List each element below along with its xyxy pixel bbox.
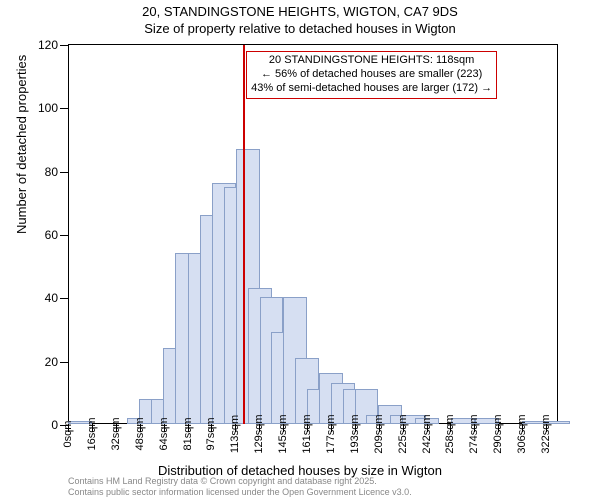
x-tick-label: 97sqm bbox=[205, 417, 217, 450]
footer-line2: Contains public sector information licen… bbox=[68, 487, 412, 498]
y-tick-label: 80 bbox=[45, 165, 58, 179]
x-tick-label: 306sqm bbox=[516, 414, 528, 453]
y-tick bbox=[60, 172, 68, 173]
x-tick-label: 48sqm bbox=[134, 417, 146, 450]
annotation-line: 43% of semi-detached houses are larger (… bbox=[251, 82, 492, 96]
y-tick bbox=[60, 235, 68, 236]
y-tick-label: 120 bbox=[38, 38, 58, 52]
plot-area: 20 STANDINGSTONE HEIGHTS: 118sqm← 56% of… bbox=[68, 44, 558, 424]
x-tick-label: 81sqm bbox=[182, 417, 194, 450]
x-tick-label: 129sqm bbox=[253, 414, 265, 453]
footer-attribution: Contains HM Land Registry data © Crown c… bbox=[68, 476, 412, 498]
y-tick-label: 0 bbox=[51, 418, 58, 432]
title-line2: Size of property relative to detached ho… bbox=[0, 21, 600, 38]
y-tick-label: 60 bbox=[45, 228, 58, 242]
x-tick-label: 145sqm bbox=[277, 414, 289, 453]
x-tick-label: 242sqm bbox=[421, 414, 433, 453]
reference-line bbox=[243, 45, 245, 424]
x-tick-label: 64sqm bbox=[158, 417, 170, 450]
y-tick bbox=[60, 298, 68, 299]
x-tick-label: 0sqm bbox=[62, 421, 74, 448]
bars-container: 20 STANDINGSTONE HEIGHTS: 118sqm← 56% of… bbox=[68, 45, 557, 424]
footer-line1: Contains HM Land Registry data © Crown c… bbox=[68, 476, 412, 487]
y-tick-label: 20 bbox=[45, 355, 58, 369]
title-line1: 20, STANDINGSTONE HEIGHTS, WIGTON, CA7 9… bbox=[0, 4, 600, 21]
chart-title: 20, STANDINGSTONE HEIGHTS, WIGTON, CA7 9… bbox=[0, 0, 600, 38]
x-tick-label: 193sqm bbox=[349, 414, 361, 453]
y-tick bbox=[60, 362, 68, 363]
y-tick bbox=[60, 108, 68, 109]
x-tick-label: 177sqm bbox=[325, 414, 337, 453]
x-tick-label: 161sqm bbox=[301, 414, 313, 453]
y-tick-label: 40 bbox=[45, 291, 58, 305]
x-tick-label: 274sqm bbox=[468, 414, 480, 453]
y-tick-label: 100 bbox=[38, 101, 58, 115]
y-axis-label: Number of detached properties bbox=[14, 55, 29, 234]
x-tick-label: 209sqm bbox=[373, 414, 385, 453]
x-tick-label: 225sqm bbox=[397, 414, 409, 453]
annotation-line: 20 STANDINGSTONE HEIGHTS: 118sqm bbox=[251, 54, 492, 68]
x-tick-label: 16sqm bbox=[86, 417, 98, 450]
x-tick-label: 258sqm bbox=[444, 414, 456, 453]
annotation-box: 20 STANDINGSTONE HEIGHTS: 118sqm← 56% of… bbox=[246, 51, 497, 98]
x-tick-label: 32sqm bbox=[110, 417, 122, 450]
x-tick-label: 290sqm bbox=[492, 414, 504, 453]
x-tick-label: 113sqm bbox=[229, 415, 241, 453]
x-tick-label: 322sqm bbox=[540, 414, 552, 453]
y-tick bbox=[60, 45, 68, 46]
annotation-line: ← 56% of detached houses are smaller (22… bbox=[251, 68, 492, 82]
